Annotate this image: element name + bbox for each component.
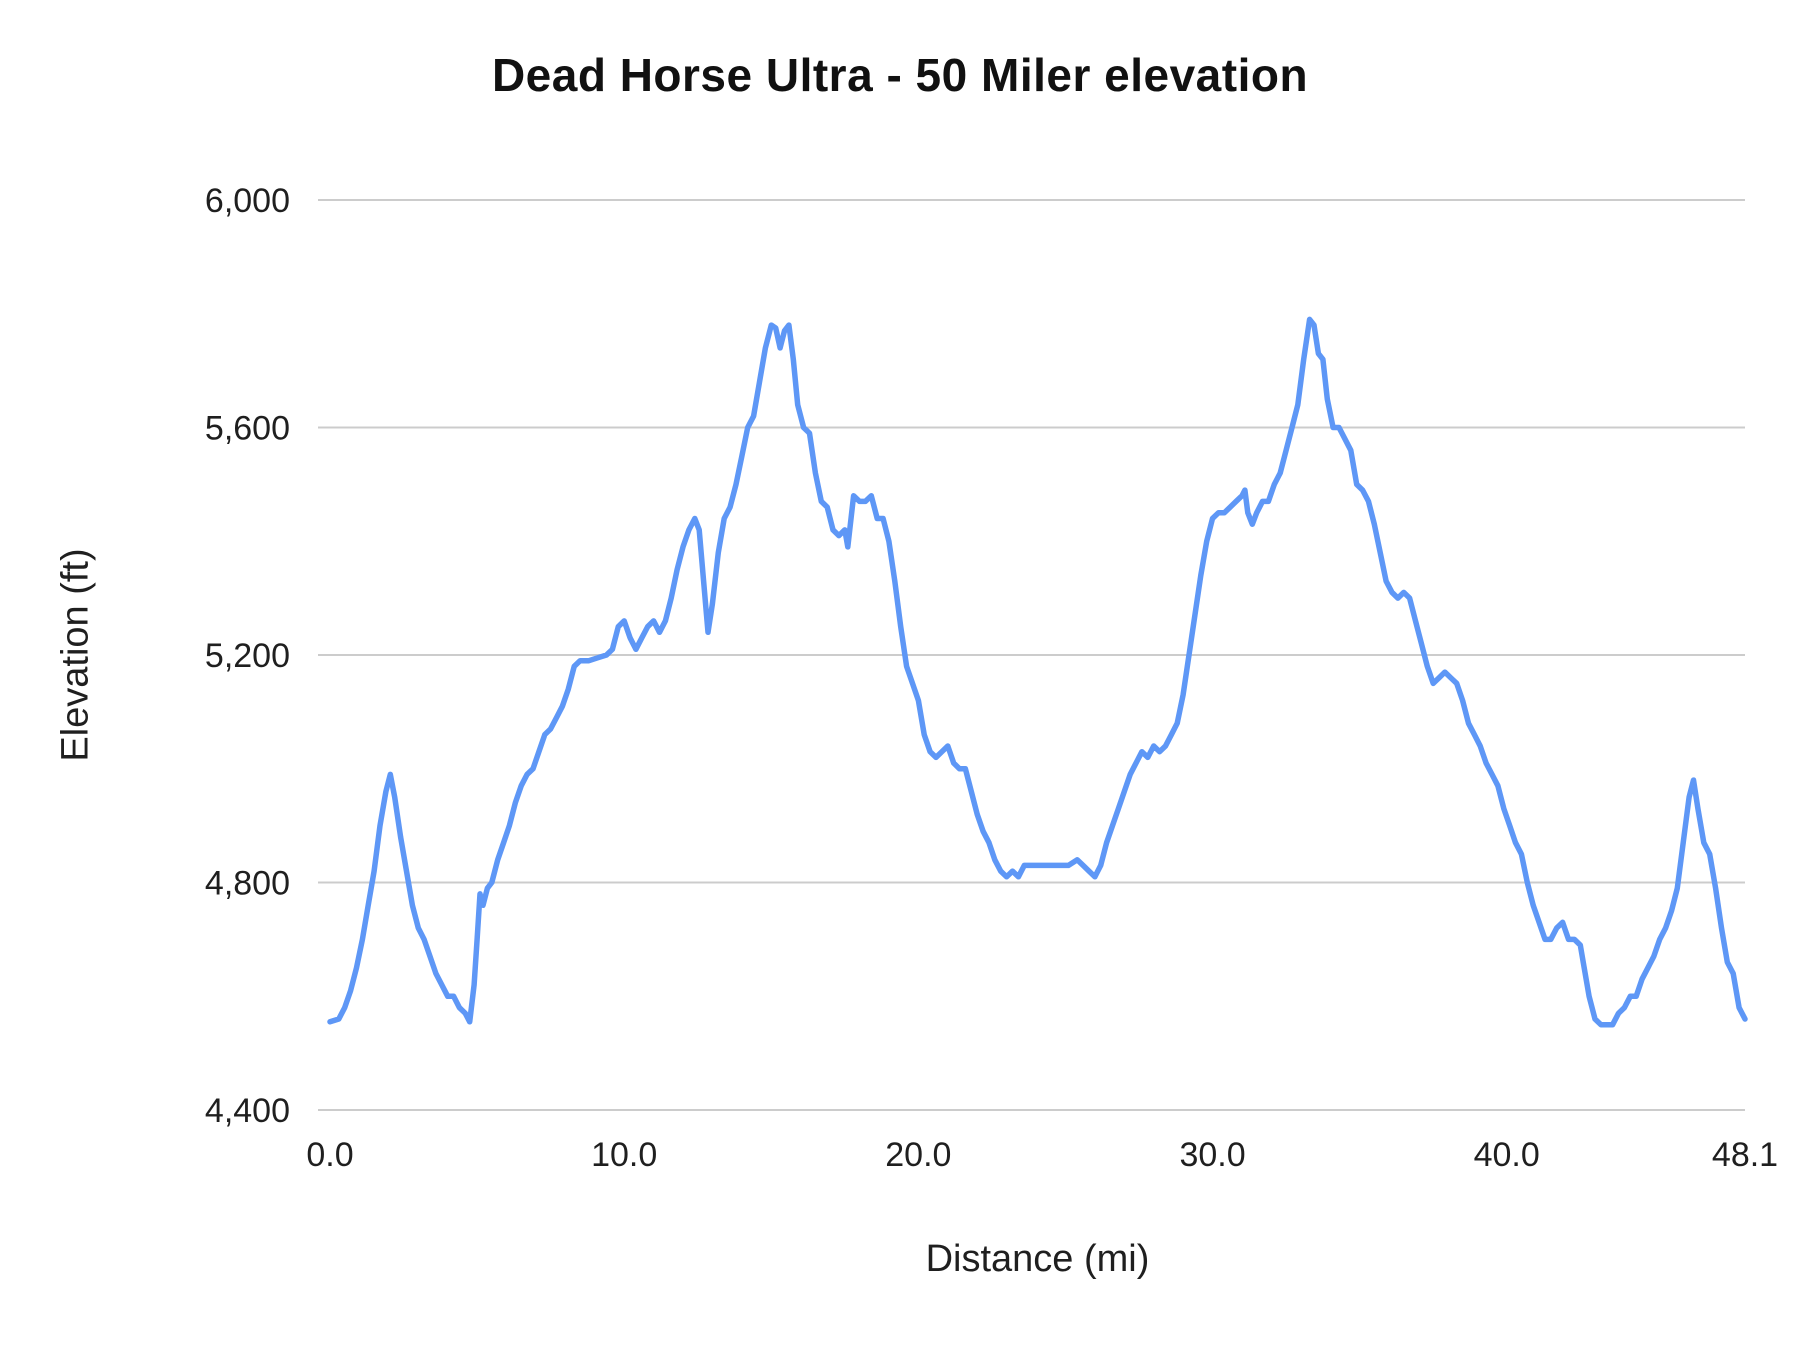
x-axis-title: Distance (mi) xyxy=(925,1238,1150,1280)
x-tick-label: 48.1 xyxy=(1712,1136,1778,1174)
y-tick-label: 5,600 xyxy=(205,410,290,448)
y-tick-label: 4,400 xyxy=(205,1092,290,1130)
y-tick-label: 5,200 xyxy=(205,637,290,675)
elevation-line xyxy=(327,316,1748,1028)
x-tick-label: 10.0 xyxy=(591,1136,657,1174)
x-tick-label: 30.0 xyxy=(1179,1136,1245,1174)
x-tick-label: 20.0 xyxy=(885,1136,951,1174)
y-tick-label: 6,000 xyxy=(205,182,290,220)
y-tick-label: 4,800 xyxy=(205,865,290,903)
chart-title: Dead Horse Ultra - 50 Miler elevation xyxy=(491,49,1309,101)
x-tick-label: 0.0 xyxy=(306,1136,353,1174)
x-tick-label: 40.0 xyxy=(1474,1136,1540,1174)
